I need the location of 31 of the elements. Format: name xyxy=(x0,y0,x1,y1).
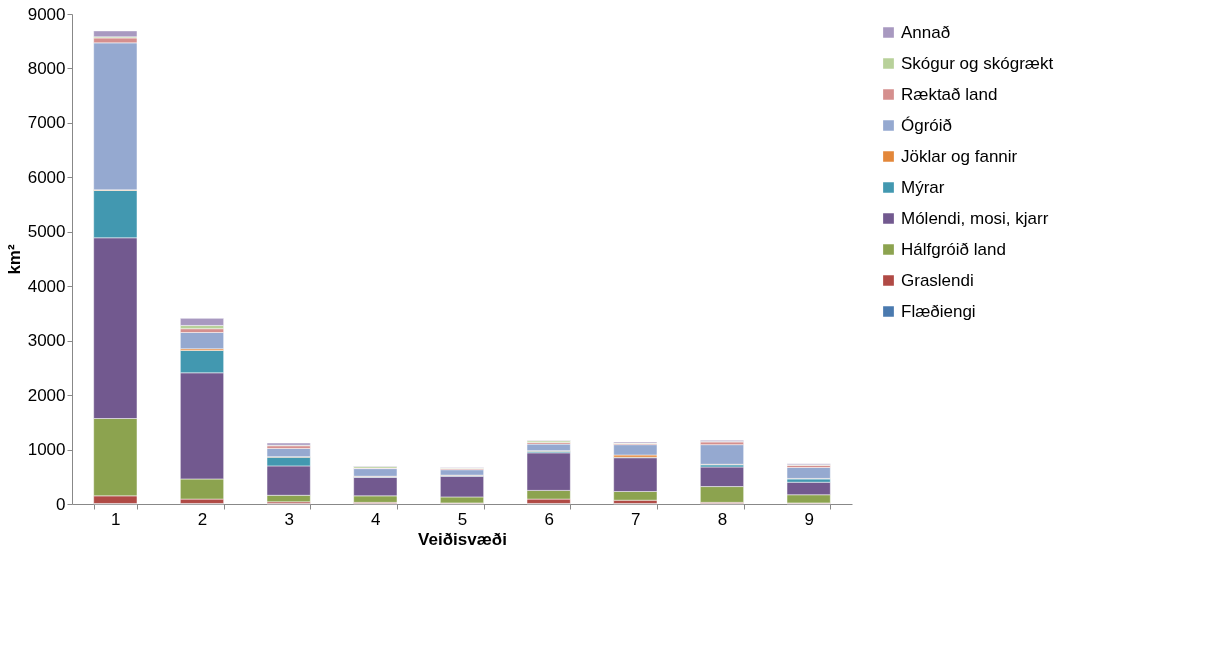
x-tick-label: 5 xyxy=(457,509,468,529)
legend-label: Ógróið xyxy=(901,115,953,135)
legend-label: Ræktað land xyxy=(901,84,998,104)
y-tick-label: 6000 xyxy=(27,167,66,187)
y-tick-label: 7000 xyxy=(27,113,66,133)
y-tick-label: 9000 xyxy=(27,4,66,24)
y-tick-label: 5000 xyxy=(27,222,66,242)
y-tick-label: 3000 xyxy=(27,331,66,351)
legend-label: Mólendi, mosi, kjarr xyxy=(901,208,1049,228)
x-tick-label: 3 xyxy=(284,509,294,529)
x-tick-label: 4 xyxy=(371,509,381,529)
y-tick-label: 1000 xyxy=(27,440,66,460)
x-tick-label: 7 xyxy=(631,509,641,529)
x-tick-label: 8 xyxy=(717,509,728,529)
y-tick-label: 8000 xyxy=(27,58,66,78)
y-tick-label: 4000 xyxy=(27,276,66,296)
y-tick-label: 2000 xyxy=(27,385,66,405)
x-tick-label: 1 xyxy=(111,509,121,529)
x-axis-title: Veiðisvæði xyxy=(418,529,507,549)
legend-label: Jöklar og fannir xyxy=(901,146,1018,166)
legend-label: Skógur og skógrækt xyxy=(901,53,1054,73)
x-tick-label: 9 xyxy=(804,509,814,529)
legend-label: Hálfgróið land xyxy=(901,239,1006,259)
x-tick-label: 6 xyxy=(544,509,554,529)
legend-label: Annað xyxy=(901,22,951,42)
legend-label: Graslendi xyxy=(901,270,974,290)
y-tick-label: 0 xyxy=(56,494,66,514)
y-axis-title: km² xyxy=(4,244,24,275)
legend-label: Flæðiengi xyxy=(901,301,976,321)
x-tick-label: 2 xyxy=(197,509,208,529)
legend-label: Mýrar xyxy=(901,177,945,197)
